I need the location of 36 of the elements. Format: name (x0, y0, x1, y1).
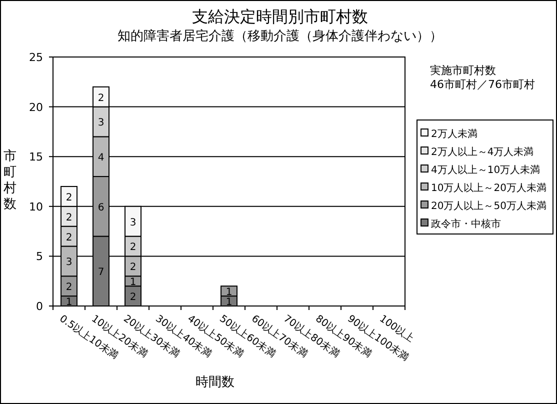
y-tick-label: 20 (29, 100, 43, 114)
data-label: 1 (226, 287, 232, 298)
y-tick-label: 15 (29, 150, 43, 164)
data-label: 2 (66, 232, 72, 244)
legend-label: 10万人以上～20万人未満 (431, 182, 546, 194)
x-axis-title: 時間数 (196, 375, 234, 390)
data-label: 1 (130, 277, 136, 288)
data-label: 3 (66, 257, 72, 268)
data-label: 1 (226, 297, 232, 308)
text: 46市町村／76市町村 (430, 78, 535, 91)
data-label: 2 (66, 212, 72, 224)
legend-label: 政令市・中核市 (431, 218, 501, 230)
data-label: 2 (130, 292, 136, 304)
legend-label: 2万人未満 (431, 128, 478, 140)
data-label: 2 (66, 282, 72, 294)
y-tick-label: 10 (29, 200, 43, 214)
data-label: 4 (98, 152, 104, 164)
data-label: 6 (98, 202, 104, 214)
y-axis-title: 市町村数 (2, 149, 16, 212)
y-tick-label: 5 (36, 250, 43, 264)
data-label: 3 (98, 118, 104, 129)
legend-label: 20万人以上～50万人未満 (431, 200, 546, 212)
legend-label: 2万人以上～4万人未満 (431, 146, 534, 158)
data-label: 1 (66, 297, 72, 308)
data-label: 3 (130, 217, 136, 228)
text: 実施市町村数 (430, 64, 496, 77)
data-label: 2 (130, 242, 136, 254)
data-label: 7 (98, 267, 104, 278)
chart-subtitle: 知的障害者居宅介護（移動介護（身体介護伴わない）） (118, 28, 442, 44)
legend-label: 4万人以上～10万人未満 (431, 164, 540, 176)
y-tick-label: 0 (36, 300, 43, 313)
data-label: 2 (66, 192, 72, 204)
y-tick-label: 25 (29, 51, 43, 64)
chart-title: 支給決定時間別市町村数 (192, 7, 368, 26)
data-label: 2 (98, 92, 104, 104)
data-label: 2 (130, 262, 136, 274)
